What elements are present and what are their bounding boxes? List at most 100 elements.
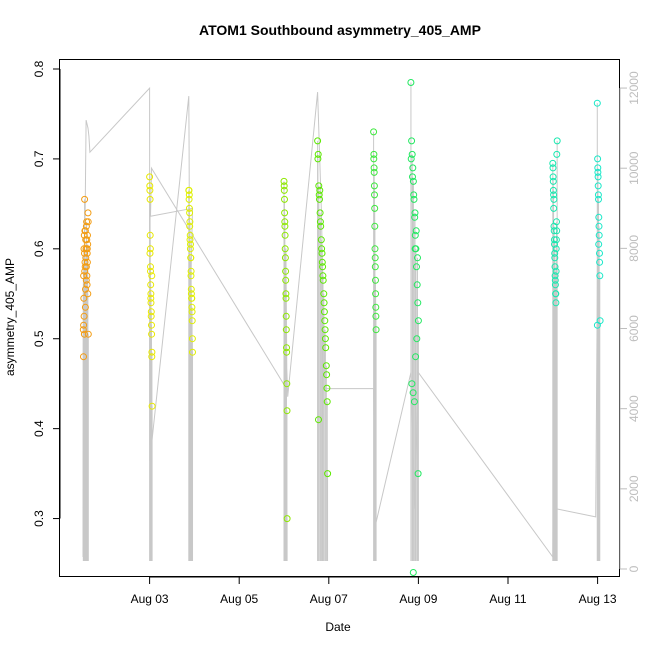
data-point (281, 218, 289, 226)
data-point (408, 150, 416, 158)
data-point (187, 267, 195, 275)
data-point (147, 299, 155, 307)
data-point (408, 137, 416, 145)
data-point (322, 362, 330, 370)
data-point (550, 236, 558, 244)
y-axis-right: 0 2000 4000 6000 8000 10000 12000 (619, 71, 641, 572)
data-point (81, 258, 89, 266)
data-point (185, 204, 193, 212)
data-point (321, 317, 329, 325)
data-point (280, 186, 288, 194)
data-point (317, 236, 325, 244)
data-point (188, 317, 196, 325)
data-point (411, 209, 419, 217)
y-right-tick-label: 6000 (627, 315, 641, 342)
data-point (146, 195, 154, 203)
data-point (320, 299, 328, 307)
data-point (148, 272, 156, 280)
data-point (84, 218, 92, 226)
data-point (187, 240, 194, 248)
y-tick-label: 0.4 (32, 420, 46, 437)
data-point (414, 299, 422, 307)
y-right-tick-label: 0 (627, 565, 641, 572)
data-point (412, 353, 420, 361)
data-point (414, 254, 421, 262)
data-point (80, 312, 88, 320)
y-tick-label: 0.6 (32, 240, 46, 257)
data-point (551, 281, 559, 289)
data-point (413, 281, 421, 289)
data-point (319, 263, 327, 271)
secondary-line-layer (82, 82, 601, 561)
data-point (370, 150, 378, 158)
data-point (408, 380, 416, 388)
data-point (550, 227, 558, 235)
data-point (552, 290, 560, 298)
data-point (147, 267, 154, 275)
data-point (321, 326, 329, 334)
data-point (146, 186, 154, 194)
data-point (186, 245, 194, 253)
data-point (317, 222, 325, 230)
data-point (283, 407, 291, 415)
data-point (414, 470, 422, 478)
data-point (595, 222, 603, 230)
data-point (372, 312, 380, 320)
data-point (80, 321, 88, 329)
data-point (187, 290, 195, 298)
data-point (323, 371, 331, 379)
data-point (283, 348, 291, 356)
data-point (83, 258, 91, 266)
data-point (148, 330, 156, 338)
data-point (553, 137, 561, 145)
data-point (186, 236, 194, 244)
data-point (552, 236, 560, 244)
data-point (409, 177, 417, 185)
data-point (147, 294, 155, 302)
y-tick-label: 0.7 (32, 150, 46, 167)
data-point (188, 294, 196, 302)
data-point (594, 168, 602, 176)
y-axis: 0.3 0.4 0.5 0.6 0.7 0.8 (32, 60, 61, 527)
data-point (80, 353, 87, 361)
data-point (318, 249, 326, 257)
data-point (147, 263, 154, 271)
data-point (282, 290, 290, 298)
data-point (318, 258, 326, 266)
data-point (372, 326, 380, 334)
data-point (281, 245, 289, 253)
data-point (80, 330, 88, 338)
data-point (79, 326, 87, 334)
data-point (319, 272, 327, 280)
data-point (147, 308, 155, 316)
data-point (147, 281, 155, 289)
data-point (595, 195, 602, 203)
data-point (282, 312, 290, 320)
data-point (551, 276, 559, 284)
data-point (82, 222, 90, 230)
data-point (410, 195, 418, 203)
data-point (281, 222, 289, 230)
data-point (370, 164, 378, 172)
data-point (84, 290, 92, 298)
data-point (370, 155, 378, 163)
x-tick-label: Aug 13 (579, 592, 617, 606)
points-layer (79, 79, 604, 576)
data-point (185, 186, 193, 194)
data-point (594, 164, 602, 172)
data-point (84, 209, 92, 217)
data-point (283, 344, 290, 352)
data-point (372, 303, 380, 311)
data-point (412, 227, 420, 235)
data-point (146, 182, 154, 190)
data-point (323, 384, 331, 392)
x-tick-label: Aug 03 (131, 592, 169, 606)
x-tick-label: Aug 07 (310, 592, 348, 606)
data-point (187, 272, 195, 280)
data-point (146, 249, 154, 257)
data-point (186, 218, 194, 226)
data-point (282, 276, 290, 284)
data-point (282, 326, 290, 334)
data-point (314, 150, 322, 158)
